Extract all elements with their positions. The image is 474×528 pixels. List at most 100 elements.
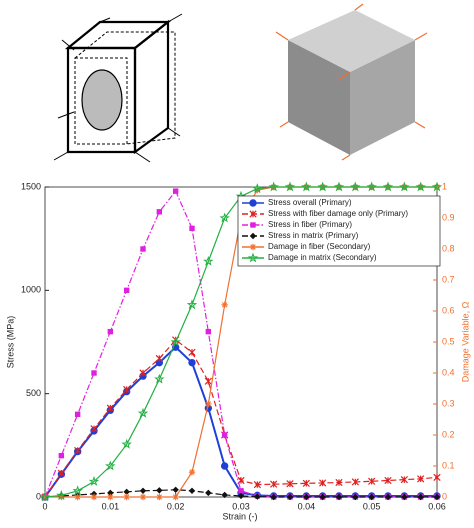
marker	[140, 246, 146, 252]
marker	[303, 493, 310, 501]
y2-tick-label: 0.4	[442, 367, 455, 377]
x-tick-label: 0.01	[102, 501, 120, 511]
legend-label: Stress overall (Primary)	[268, 198, 352, 207]
marker	[286, 493, 294, 501]
marker	[58, 452, 65, 459]
legend-marker	[250, 222, 256, 228]
marker	[154, 373, 165, 384]
marker	[417, 475, 425, 483]
marker	[137, 407, 149, 418]
x-tick-label: 0.03	[232, 501, 250, 511]
marker	[39, 491, 51, 502]
marker	[220, 462, 229, 470]
marker	[139, 487, 147, 494]
marker	[284, 181, 296, 192]
x-tick-label: 0.04	[298, 501, 316, 511]
marker	[317, 181, 328, 192]
marker	[221, 491, 228, 499]
y2-tick-label: 0.8	[442, 243, 455, 253]
legend-label: Damage in matrix (Secondary)	[268, 253, 377, 262]
x-axis-label: Strain (-)	[222, 511, 257, 521]
marker	[238, 488, 244, 494]
marker	[205, 489, 212, 497]
legend-marker	[249, 199, 257, 207]
marker	[433, 473, 441, 481]
marker	[123, 488, 130, 496]
marker	[57, 469, 65, 477]
marker	[254, 493, 261, 500]
marker	[237, 492, 245, 500]
y2-tick-label: 0.9	[442, 212, 455, 222]
marker	[401, 493, 408, 501]
marker	[123, 385, 131, 394]
marker	[123, 493, 130, 501]
marker	[351, 478, 359, 486]
fiber-cube-illustration	[53, 13, 183, 163]
legend-box	[237, 195, 441, 267]
marker	[205, 400, 212, 408]
marker	[382, 181, 394, 192]
y2-tick-label: 0.5	[442, 336, 455, 346]
marker	[270, 493, 277, 501]
marker	[74, 411, 81, 418]
y2-tick-label: 0.2	[442, 429, 455, 439]
marker	[188, 487, 196, 494]
marker	[253, 480, 261, 489]
marker	[156, 493, 163, 501]
marker	[333, 181, 345, 192]
y2-tick-label: 1	[442, 181, 447, 191]
marker	[335, 478, 343, 487]
marker	[415, 181, 426, 192]
marker	[156, 209, 163, 215]
marker	[172, 188, 179, 194]
y2-tick-label: 0	[442, 491, 447, 501]
marker	[352, 493, 359, 501]
marker	[368, 493, 375, 501]
marker	[286, 480, 294, 488]
marker	[107, 493, 114, 501]
marker	[302, 479, 310, 487]
marker	[155, 354, 163, 363]
marker	[417, 493, 424, 501]
marker	[107, 489, 114, 497]
x-tick-label: 0	[42, 501, 47, 511]
damage-cube-illustration	[275, 3, 428, 161]
x-tick-label: 0.06	[428, 501, 446, 511]
legend-label: Stress in fiber (Primary)	[268, 220, 352, 229]
marker	[91, 370, 97, 376]
marker	[319, 493, 326, 501]
marker	[88, 475, 100, 486]
x-tick-label: 0.02	[167, 501, 185, 511]
marker	[270, 480, 278, 488]
y-axis-label: Stress (MPa)	[5, 316, 15, 369]
marker	[170, 336, 181, 347]
marker	[123, 287, 130, 294]
y2-axis-label: Damage Variable, Ω	[460, 301, 470, 382]
marker	[400, 476, 408, 484]
marker	[384, 493, 392, 501]
legend-label: Stress in matrix (Primary)	[268, 231, 359, 240]
x-tick-label: 0.05	[363, 501, 381, 511]
y2-tick-label: 0.7	[442, 274, 455, 284]
marker	[74, 493, 81, 501]
marker	[335, 493, 343, 501]
marker	[219, 212, 230, 223]
marker	[221, 432, 228, 438]
y2-tick-label: 0.3	[442, 398, 455, 408]
y-tick-label: 500	[26, 388, 41, 398]
marker	[188, 348, 196, 356]
marker	[121, 438, 132, 449]
marker	[106, 404, 114, 412]
legend-marker	[249, 243, 257, 251]
y2-tick-label: 0.6	[442, 305, 455, 315]
series-line	[44, 345, 437, 498]
y2-tick-label: 0.1	[442, 460, 455, 470]
marker	[188, 358, 196, 367]
marker	[55, 489, 67, 500]
legend-marker	[249, 210, 257, 218]
marker	[368, 477, 376, 485]
marker	[105, 460, 116, 471]
legend-marker	[247, 252, 259, 263]
y-tick-label: 0	[36, 491, 41, 501]
